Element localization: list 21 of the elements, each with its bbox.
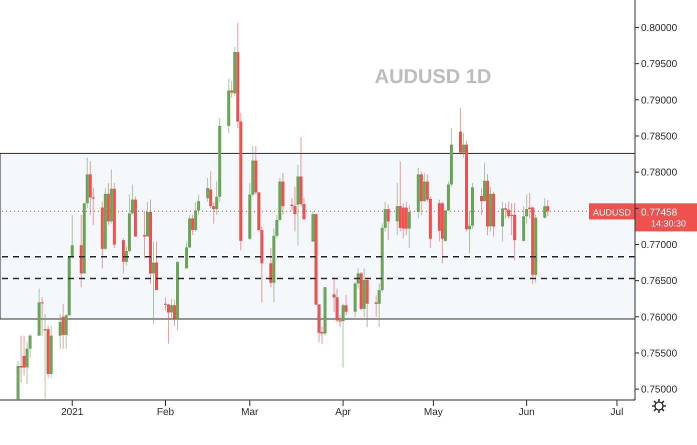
- text: AUDUSD 1D: [374, 66, 492, 88]
- x-tick-label: 2021: [61, 407, 84, 418]
- y-tick-label: 0.75500: [641, 348, 678, 360]
- ref-line-label: AUDUSD: [592, 207, 632, 218]
- x-tick-label: Apr: [335, 407, 352, 418]
- x-tick-label: May: [424, 407, 443, 418]
- y-tick-label: 0.78500: [641, 132, 678, 143]
- text: 14:30:30: [651, 218, 686, 228]
- x-tick-label: Jun: [518, 407, 535, 418]
- y-tick-label: 0.76000: [641, 312, 678, 324]
- y-tick-label: 0.78000: [641, 168, 678, 179]
- x-tick-label: Mar: [241, 407, 260, 418]
- y-tick-label: 0.79500: [641, 59, 678, 70]
- y-tick-label: 0.75000: [641, 384, 678, 396]
- y-tick-label: 0.80000: [641, 23, 678, 34]
- y-tick-label: 0.76500: [641, 276, 678, 288]
- y-tick-label: 0.79000: [641, 95, 678, 106]
- x-tick-label: Jul: [610, 407, 624, 418]
- y-tick-label: 0.77000: [641, 240, 678, 252]
- x-tick-label: Feb: [156, 407, 175, 418]
- text: 0.77458: [641, 207, 678, 218]
